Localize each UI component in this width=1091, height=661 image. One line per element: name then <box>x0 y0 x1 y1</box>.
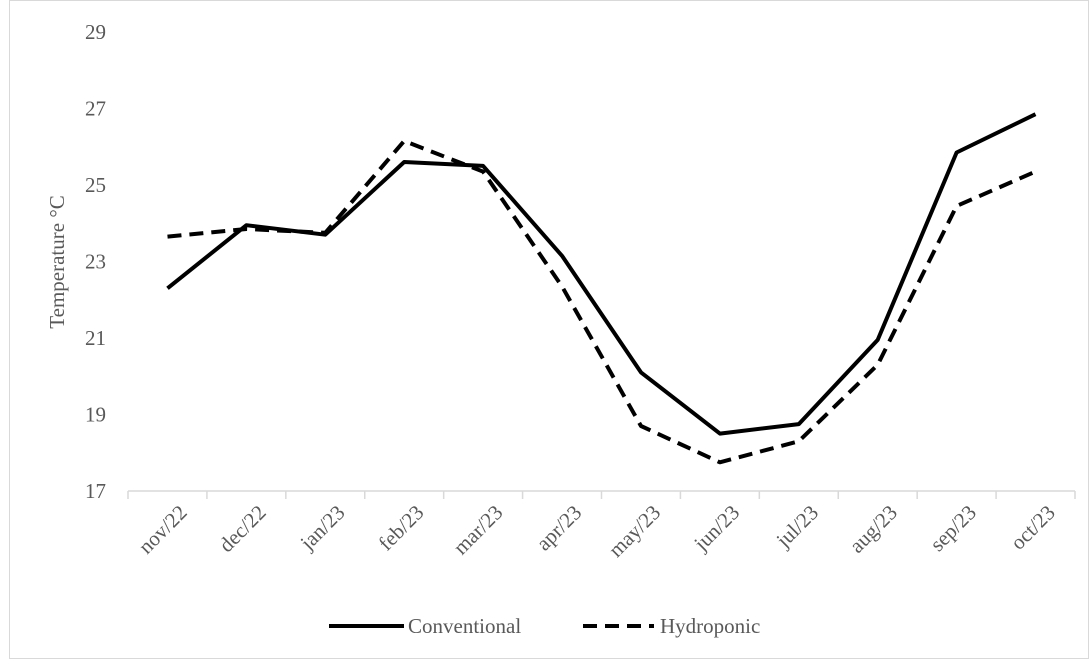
legend-label-hydroponic: Hydroponic <box>660 614 760 638</box>
series-line-conventional <box>166 112 1037 436</box>
y-tick-label: 19 <box>85 403 106 427</box>
x-axis-ticks: nov/22 dec/22 jan/23 feb/23 mar/23 apr/23 may/… <box>127 491 1076 562</box>
legend-label-conventional: Conventional <box>408 614 521 638</box>
x-tick-label: aug/23 <box>845 500 902 557</box>
x-tick-label: may/23 <box>604 500 666 562</box>
y-tick-label: 21 <box>85 326 106 350</box>
legend: Conventional Hydroponic <box>329 614 760 638</box>
y-axis-ticks: 17 19 21 23 25 27 29 <box>85 20 106 503</box>
x-tick-label: oct/23 <box>1006 500 1060 554</box>
y-tick-label: 25 <box>85 173 106 197</box>
x-tick-label: jan/23 <box>295 500 350 555</box>
x-tick-label: mar/23 <box>448 500 507 559</box>
x-tick-label: dec/22 <box>214 500 271 557</box>
y-tick-label: 27 <box>85 97 106 121</box>
x-tick-label: jun/23 <box>689 500 745 556</box>
series-layer <box>166 112 1037 465</box>
x-tick-label: apr/23 <box>531 500 586 555</box>
y-tick-label: 17 <box>85 479 106 503</box>
y-tick-label: 29 <box>85 20 106 44</box>
y-tick-label: 23 <box>85 250 106 274</box>
x-tick-label: jul/23 <box>771 500 823 552</box>
x-tick-label: feb/23 <box>374 500 429 555</box>
series-line-hydroponic <box>167 139 1037 465</box>
y-axis-title: Temperature °C <box>45 195 69 328</box>
x-tick-label: sep/23 <box>925 500 981 556</box>
x-tick-label: nov/22 <box>134 500 192 558</box>
chart-frame <box>9 0 1089 659</box>
